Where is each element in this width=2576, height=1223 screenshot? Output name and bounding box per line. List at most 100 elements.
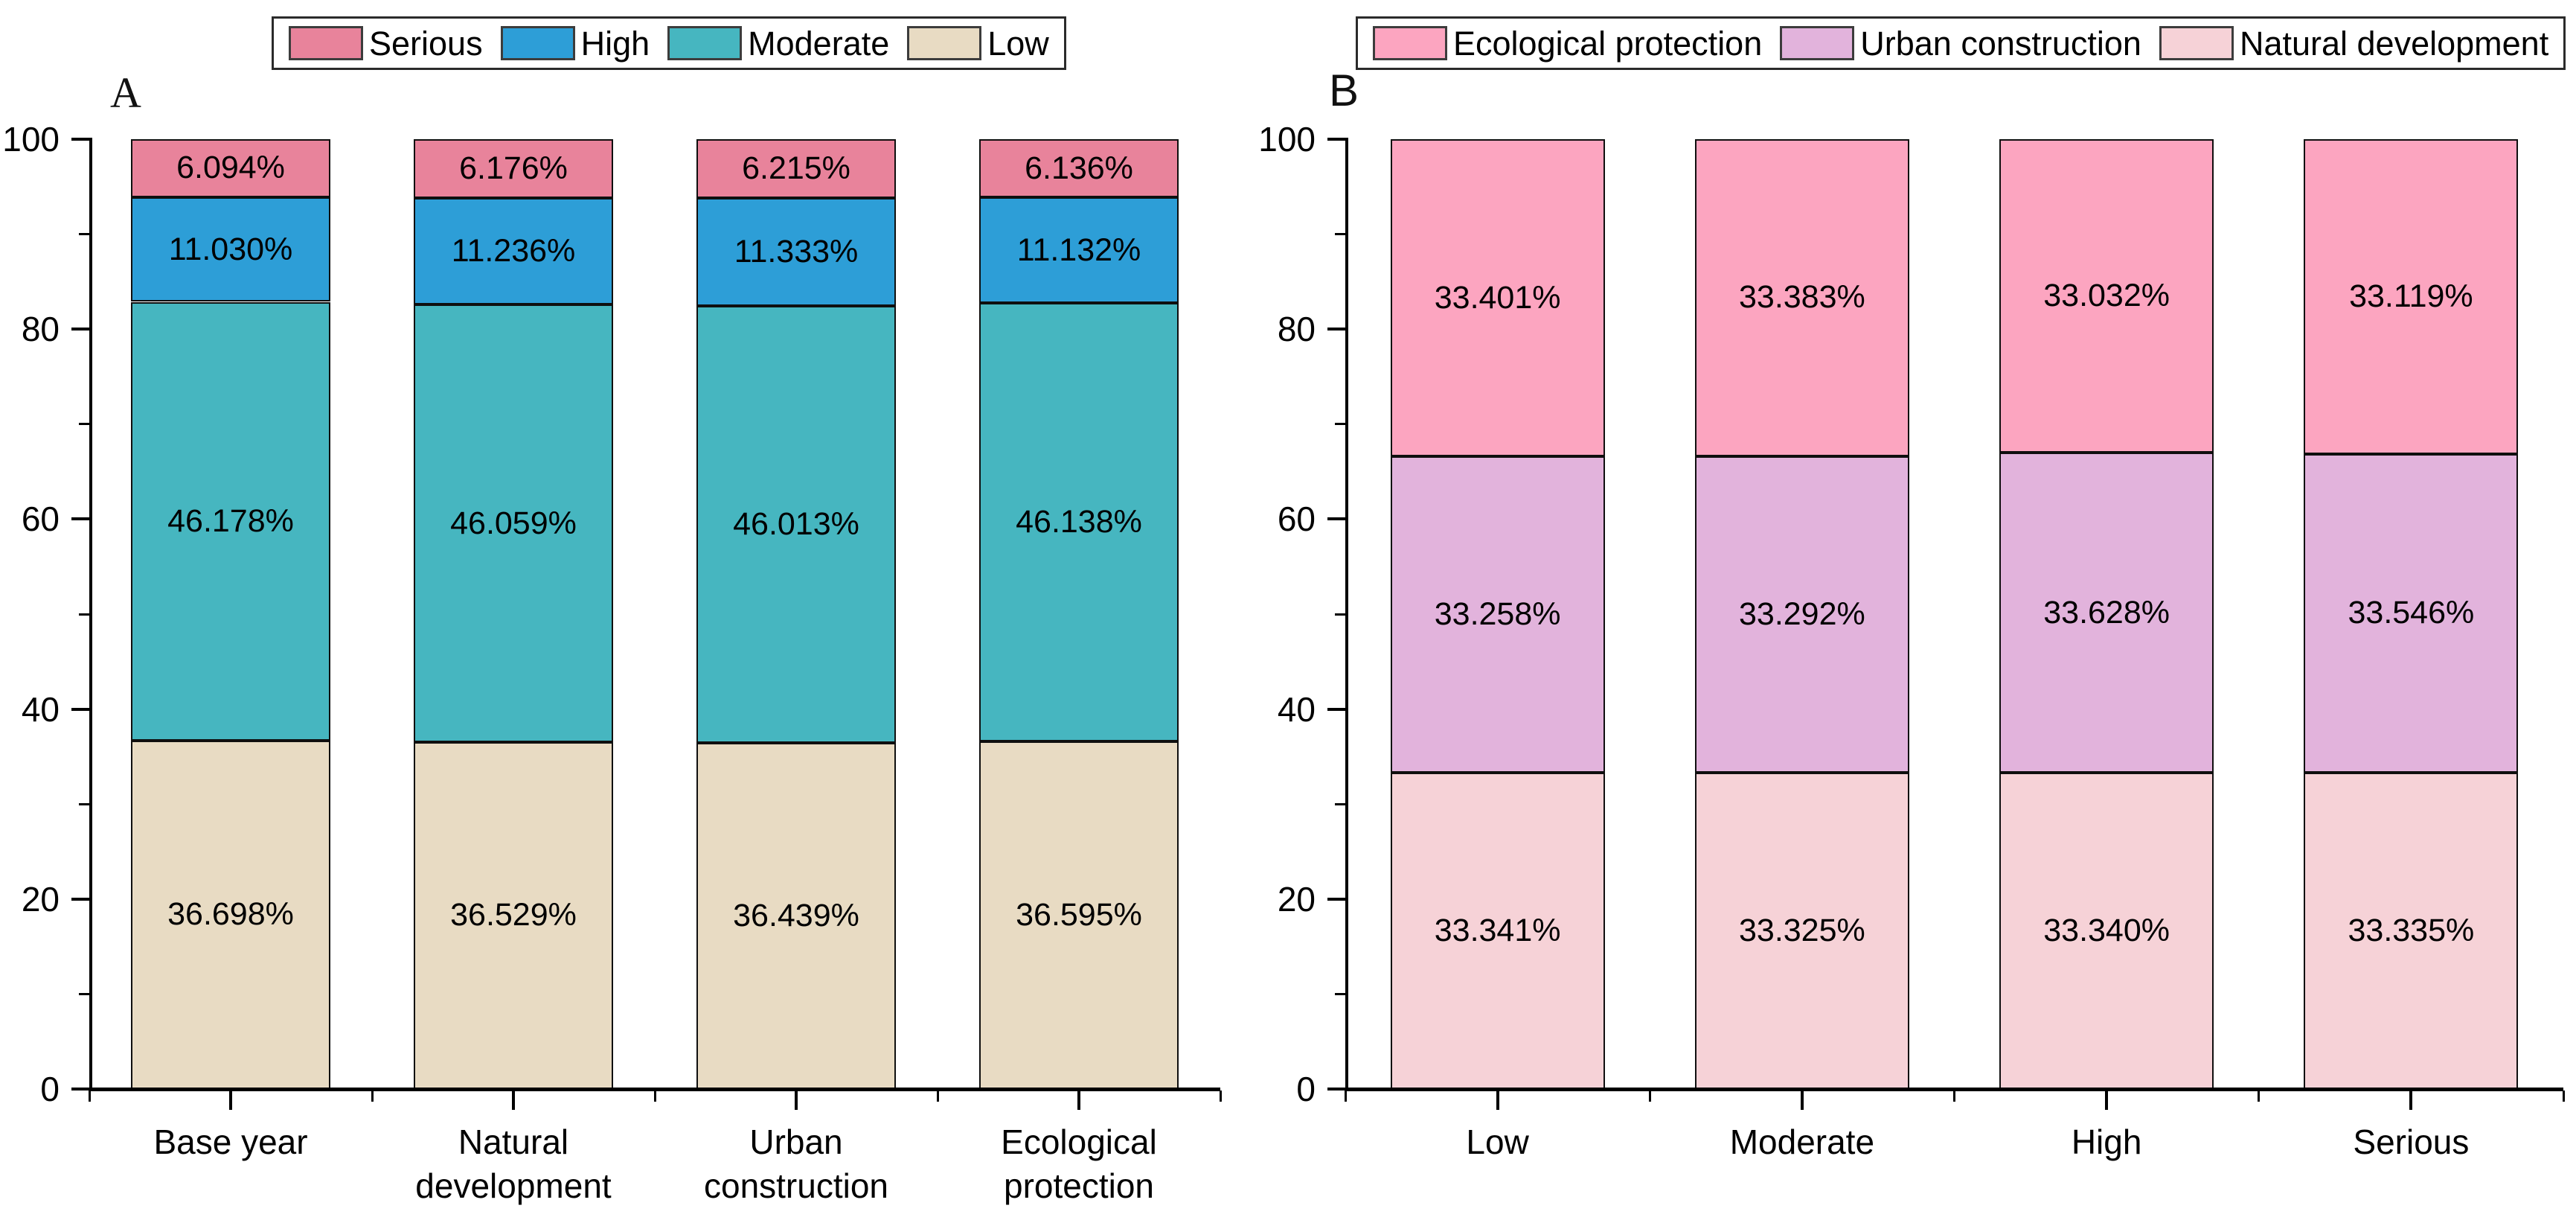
y-axis-minor-tick [79, 423, 89, 426]
x-axis-minor-tick [1648, 1091, 1651, 1102]
y-axis-tick-label: 80 [21, 310, 60, 349]
x-axis-major-tick [2105, 1091, 2109, 1110]
x-axis-minor-tick [1219, 1091, 1222, 1102]
segment-value-label: 33.628% [2043, 594, 2170, 630]
x-axis-category-label: Moderate [1729, 1123, 1875, 1161]
segment-value-label: 36.529% [450, 897, 577, 933]
panel-a-label: A [110, 68, 141, 117]
legend-label: Serious [369, 24, 483, 63]
legend-label: Urban construction [1860, 24, 2141, 63]
x-axis-line [1345, 1088, 2563, 1091]
bar-segment: 33.292% [1694, 456, 1909, 773]
x-axis-minor-tick [88, 1091, 91, 1102]
segment-value-label: 46.178% [167, 502, 294, 539]
segment-value-label: 6.176% [459, 150, 568, 186]
y-axis-major-tick [71, 1088, 89, 1091]
y-axis-major-tick [1327, 1088, 1345, 1091]
segment-value-label: 33.325% [1738, 912, 1865, 948]
bar-segment: 33.628% [1999, 453, 2214, 773]
x-axis-category-label: Ecological protection [1001, 1123, 1157, 1205]
y-axis-major-tick [71, 138, 89, 141]
segment-value-label: 33.032% [2043, 278, 2170, 314]
panel-b-label: B [1329, 66, 1359, 115]
segment-value-label: 36.698% [167, 896, 294, 933]
legend-swatch-icon [289, 26, 363, 60]
segment-value-label: 33.292% [1738, 595, 1865, 632]
legend-swatch-icon [907, 26, 982, 60]
bar-segment: 36.698% [131, 740, 330, 1089]
bar-segment: 6.094% [131, 139, 330, 197]
legend-chart-a: Serious High Moderate Low [272, 16, 1066, 70]
x-axis-minor-tick [2562, 1091, 2565, 1102]
y-axis-major-tick [1327, 328, 1345, 331]
y-axis-minor-tick [1335, 992, 1345, 995]
legend-swatch-icon [1373, 26, 1447, 60]
bar-segment: 33.341% [1390, 772, 1605, 1089]
y-axis-tick-label: 40 [1277, 689, 1316, 729]
legend-item: Ecological protection [1373, 26, 1762, 60]
y-axis-major-tick [71, 897, 89, 901]
segment-value-label: 6.094% [176, 150, 285, 186]
y-axis-major-tick [71, 328, 89, 331]
bar-segment: 46.138% [979, 303, 1179, 742]
y-axis-major-tick [1327, 897, 1345, 901]
segment-value-label: 46.138% [1016, 504, 1142, 540]
bar-segment: 33.401% [1390, 139, 1605, 457]
x-axis-minor-tick [1953, 1091, 1955, 1102]
y-axis-major-tick [1327, 707, 1345, 711]
legend-label: High [580, 24, 650, 63]
segment-value-label: 33.258% [1434, 595, 1561, 632]
bar-segment: 36.439% [696, 743, 896, 1089]
x-axis-major-tick [1077, 1091, 1080, 1110]
legend-item: Natural development [2159, 26, 2548, 60]
segment-value-label: 33.401% [1434, 279, 1561, 316]
segment-value-label: 46.059% [450, 505, 577, 541]
x-axis-major-tick [2409, 1091, 2413, 1110]
bar-segment: 46.059% [414, 304, 613, 742]
legend-item: Serious [289, 26, 483, 60]
x-axis-category-label: Urban construction [703, 1123, 888, 1205]
x-axis-category-label: Serious [2353, 1123, 2470, 1161]
y-axis-tick-label: 80 [1277, 310, 1316, 349]
y-axis-minor-tick [1335, 233, 1345, 236]
x-axis-minor-tick [936, 1091, 939, 1102]
x-axis-category-label: Natural development [415, 1123, 612, 1205]
segment-value-label: 33.119% [2349, 278, 2473, 314]
segment-value-label: 11.236% [451, 232, 576, 269]
y-axis-line [1345, 138, 1348, 1091]
bar-segment: 11.030% [131, 197, 330, 302]
segment-value-label: 33.341% [1434, 912, 1561, 948]
y-axis-minor-tick [1335, 423, 1345, 426]
x-axis-major-tick [795, 1091, 798, 1110]
legend-item: High [500, 24, 650, 63]
segment-value-label: 11.132% [1016, 231, 1141, 268]
segment-value-label: 33.546% [2348, 595, 2475, 631]
x-axis-line [89, 1088, 1220, 1091]
segment-value-label: 33.335% [2348, 912, 2475, 948]
bar-segment: 6.176% [414, 139, 613, 198]
bar-segment: 33.325% [1694, 772, 1909, 1089]
x-axis-category-label: Base year [153, 1123, 308, 1161]
segment-value-label: 46.013% [733, 505, 859, 542]
segment-value-label: 6.215% [742, 150, 850, 187]
bar-segment: 6.215% [696, 139, 896, 199]
bar-segment: 33.032% [1999, 139, 2214, 453]
x-axis-category-label: High [2071, 1123, 2142, 1161]
y-axis-minor-tick [79, 233, 89, 236]
bar-segment: 33.119% [2304, 139, 2519, 454]
legend-swatch-icon [667, 26, 743, 60]
y-axis-tick-label: 60 [21, 499, 60, 539]
segment-value-label: 33.383% [1738, 279, 1865, 316]
bar-segment: 11.132% [979, 197, 1179, 304]
segment-value-label: 33.340% [2043, 912, 2170, 948]
bar-segment: 36.529% [414, 741, 613, 1089]
bar-segment: 33.258% [1390, 456, 1605, 773]
segment-value-label: 36.439% [733, 898, 859, 933]
legend-item: Moderate [667, 26, 889, 60]
bar-segment: 46.013% [696, 305, 896, 744]
bar-segment: 11.333% [696, 198, 896, 306]
bar-segment: 46.178% [131, 301, 330, 741]
y-axis-line [89, 138, 92, 1091]
x-axis-category-label: Low [1466, 1123, 1529, 1161]
